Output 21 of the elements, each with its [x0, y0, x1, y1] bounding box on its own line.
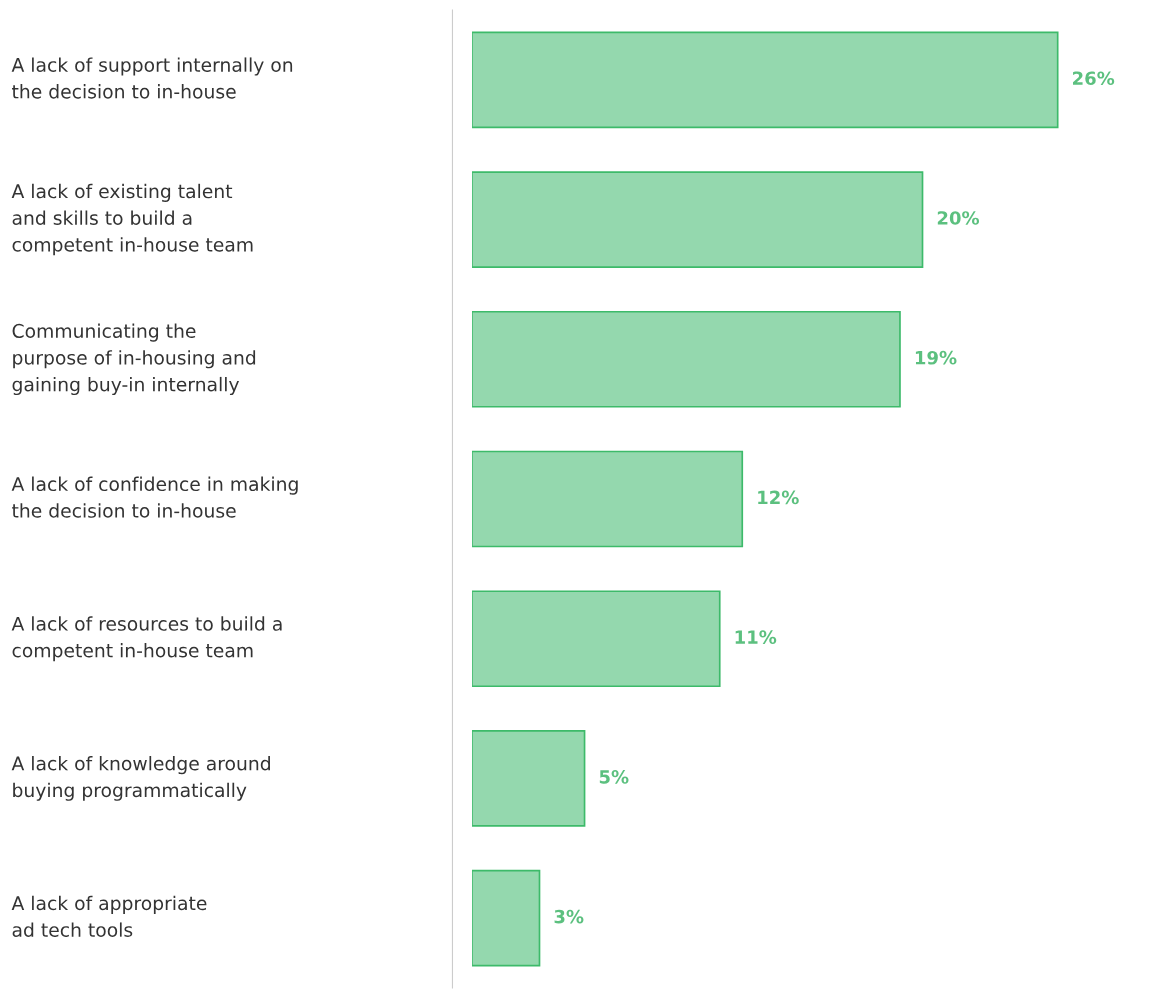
data-label: 19%	[915, 350, 957, 365]
data-label: 20%	[937, 211, 980, 225]
y-tick-label: A lack of resources to build a competent in-house team	[11, 616, 282, 662]
data-label: 12%	[758, 490, 799, 505]
bar	[471, 310, 901, 408]
bar	[471, 590, 721, 688]
y-tick-label: A lack of knowledge around buying programmatically	[11, 756, 270, 801]
bar	[471, 450, 744, 548]
bar	[471, 869, 541, 967]
y-tick-label: A lack of confidence in making the decision to in-house	[11, 476, 298, 518]
y-tick-label: A lack of support internally on the decision to in-house	[11, 57, 293, 99]
y-tick-label: A lack of existing talent and skills to build a competent in-house team	[11, 183, 253, 256]
bar	[471, 31, 1059, 129]
y-tick-label: A lack of appropriate ad tech tools	[11, 895, 207, 937]
data-label: 26%	[1073, 71, 1115, 86]
bar	[471, 171, 924, 268]
data-label: 11%	[735, 630, 777, 644]
data-label: 3%	[554, 909, 584, 924]
data-label: 5%	[599, 770, 629, 784]
bar	[471, 730, 586, 827]
y-tick-label: Communicating the purpose of in-housing and gaining buy-in internally	[12, 323, 256, 396]
